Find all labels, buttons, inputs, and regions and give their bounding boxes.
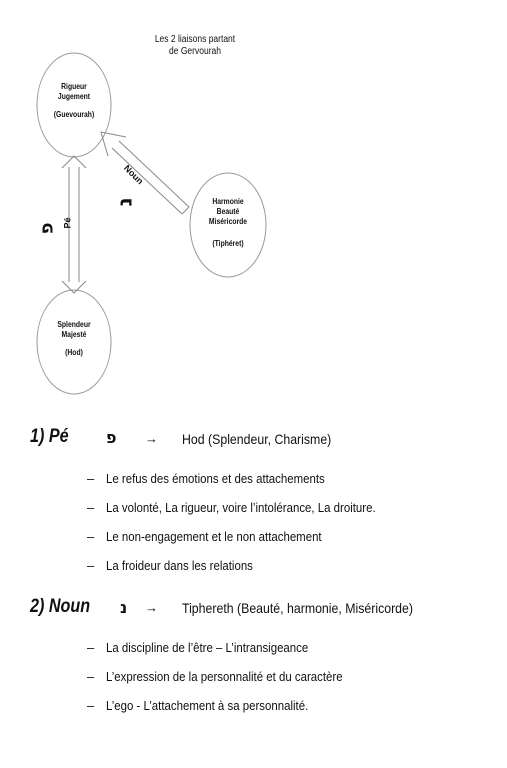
pe-link-arrow — [61, 155, 87, 294]
tipheret-label: Harmonie Beauté Miséricorde (Tiphéret) — [208, 197, 248, 248]
guevourah-circle — [36, 52, 112, 158]
noun-link-letter: נ — [112, 197, 137, 207]
sephirot-diagram: Les 2 liaisons partant de Gervourah Rigu… — [36, 34, 267, 395]
hod-circle — [36, 289, 112, 395]
diagram-lines — [36, 52, 267, 395]
section-1-letter: פ — [106, 428, 117, 447]
noun-link-arrow — [100, 131, 190, 215]
section-1-heading: 1) Pé — [30, 426, 69, 447]
section-2-arrow-icon: → — [145, 600, 158, 615]
section-1-arrow-icon: → — [145, 431, 158, 446]
diagram-title: Les 2 liaisons partant de Gervourah — [154, 34, 236, 57]
section-2-description: Tiphereth (Beauté, harmonie, Miséricorde… — [182, 600, 413, 616]
section-2-letter: נ — [120, 598, 128, 617]
pe-link-letter: פ — [36, 222, 58, 235]
section-2-heading: 2) Noun — [30, 596, 91, 617]
guevourah-label: Rigueur Jugement (Guevourah) — [53, 82, 95, 119]
tipheret-circle — [189, 172, 267, 278]
section-1-description: Hod (Splendeur, Charisme) — [182, 431, 332, 447]
hod-label: Splendeur Majesté (Hod) — [57, 320, 91, 357]
pe-link-name: Pé — [62, 217, 73, 229]
